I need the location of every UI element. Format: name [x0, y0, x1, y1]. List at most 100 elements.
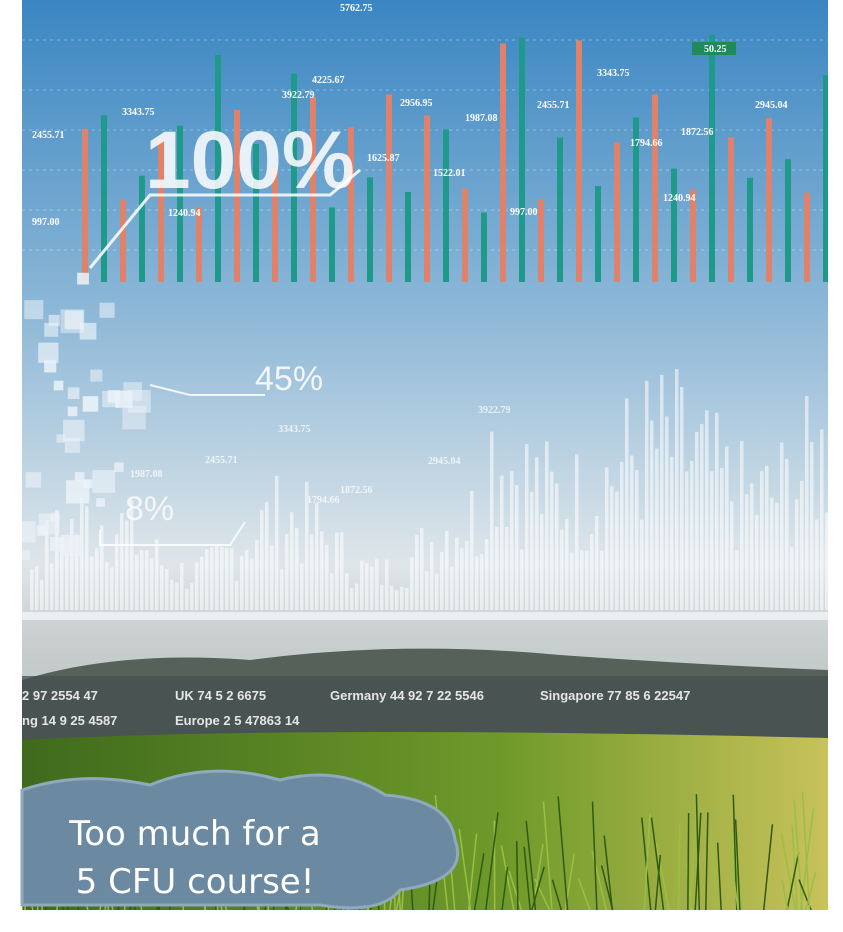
deco-bar: [655, 449, 659, 610]
bar-label: 3343.75: [122, 107, 155, 118]
deco-bar: [360, 561, 364, 610]
deco-bar: [500, 44, 506, 282]
bar-label: 1625.87: [367, 153, 400, 164]
deco-bar: [250, 558, 254, 610]
deco-bar: [715, 413, 719, 610]
deco-bar: [557, 138, 563, 282]
deco-bar: [750, 483, 754, 610]
bar-label: 1240.94: [663, 193, 696, 204]
pixel: [122, 406, 145, 429]
deco-bar: [180, 563, 184, 610]
deco-bar: [330, 573, 334, 610]
deco-bar: [605, 467, 609, 610]
deco-bar: [755, 515, 759, 610]
deco-bar: [405, 588, 409, 610]
deco-bar: [290, 512, 294, 610]
deco-bar: [730, 502, 734, 610]
pixel: [68, 407, 78, 417]
pixel: [56, 434, 64, 442]
pixel: [37, 526, 47, 536]
page: {"overlay": {"big_percent": "100%", "mid…: [0, 0, 843, 932]
deco-bar: [555, 483, 559, 610]
pixel: [26, 472, 42, 488]
pixel: [0, 513, 2, 523]
deco-bar: [345, 573, 349, 610]
pixel: [77, 273, 89, 285]
deco-bar: [265, 502, 269, 610]
deco-bar: [225, 548, 229, 610]
deco-bar: [780, 443, 784, 610]
deco-bar: [610, 486, 614, 610]
deco-bar: [635, 470, 639, 610]
deco-bar: [530, 492, 534, 610]
deco-bar: [120, 513, 124, 610]
deco-bar: [710, 471, 714, 610]
deco-bar: [505, 527, 509, 610]
deco-bar: [560, 530, 564, 610]
deco-bar: [804, 193, 810, 282]
deco-bar: [35, 566, 39, 610]
deco-bar: [740, 441, 744, 610]
deco-bar: [652, 94, 658, 282]
deco-bar: [690, 461, 694, 610]
deco-bar: [580, 550, 584, 610]
ticker-text: Europe 2 5 47863 14: [175, 713, 300, 728]
deco-bar: [538, 199, 544, 282]
deco-bar: [380, 585, 384, 610]
faded-label: 1872.56: [340, 485, 373, 496]
deco-bar: [475, 556, 479, 610]
deco-bar: [82, 129, 88, 282]
deco-bar: [800, 481, 804, 610]
pixel: [90, 370, 102, 382]
deco-bar: [110, 567, 114, 610]
deco-bar: [443, 129, 449, 282]
pixel: [83, 396, 99, 412]
deco-bar: [645, 381, 649, 610]
deco-bar: [600, 551, 604, 610]
faded-label: 3922.79: [478, 405, 511, 416]
deco-bar: [101, 115, 107, 282]
bar-label: 1987.08: [465, 113, 498, 124]
deco-bar: [135, 555, 139, 610]
deco-bar: [747, 178, 753, 282]
blade: [688, 813, 689, 910]
deco-bar: [565, 519, 569, 610]
deco-bar: [671, 169, 677, 282]
deco-bar: [150, 558, 154, 610]
deco-bar: [190, 583, 194, 610]
small-percent: 8%: [125, 490, 174, 528]
bar-label: 997.00: [32, 217, 60, 228]
deco-bar: [815, 519, 819, 610]
deco-bar: [595, 516, 599, 610]
deco-bar: [460, 548, 464, 610]
deco-bar: [370, 567, 374, 610]
deco-bar: [575, 454, 579, 610]
deco-bar: [590, 534, 594, 610]
deco-bar: [480, 554, 484, 610]
scene: 100% 45% 8% 5762.75 4225.67 3922.79 3343…: [0, 0, 843, 932]
faded-label: 2455.71: [205, 455, 238, 466]
deco-bar: [455, 538, 459, 610]
baseline: [22, 612, 828, 620]
deco-bar: [220, 547, 224, 610]
bar-label: 997.00: [510, 207, 538, 218]
deco-bar: [462, 189, 468, 282]
pixel: [68, 387, 80, 399]
deco-bar: [630, 456, 634, 610]
pixel: [44, 360, 56, 372]
deco-bar: [415, 535, 419, 610]
deco-bar: [680, 387, 684, 610]
pixel: [61, 535, 82, 556]
deco-bar: [435, 574, 439, 610]
pixel: [51, 513, 59, 521]
deco-bar: [585, 551, 589, 610]
deco-bar: [125, 520, 129, 610]
deco-bar: [775, 503, 779, 610]
ticker-text: Germany 44 92 7 22 5546: [330, 688, 484, 703]
deco-bar: [665, 416, 669, 610]
deco-bar: [485, 539, 489, 610]
pixel: [24, 300, 43, 319]
deco-bar: [660, 375, 664, 610]
deco-bar: [185, 589, 189, 610]
deco-bar: [295, 528, 299, 610]
